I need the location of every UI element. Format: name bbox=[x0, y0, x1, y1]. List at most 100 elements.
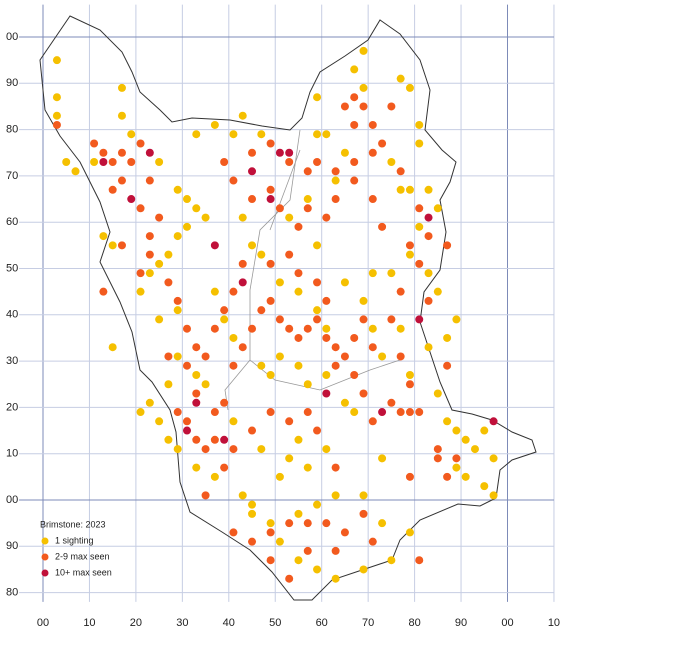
sighting-dot bbox=[322, 296, 331, 305]
sighting-dot bbox=[275, 315, 284, 324]
sighting-dot bbox=[266, 195, 275, 204]
sighting-dot bbox=[294, 361, 303, 370]
sighting-dot bbox=[313, 158, 322, 167]
sighting-dot bbox=[182, 417, 191, 426]
sighting-dot bbox=[266, 528, 275, 537]
sighting-dot bbox=[192, 130, 201, 139]
sighting-dot bbox=[210, 324, 219, 333]
sighting-dot bbox=[378, 519, 387, 528]
sighting-dot bbox=[294, 556, 303, 565]
sighting-dot bbox=[192, 398, 201, 407]
sighting-dot bbox=[136, 408, 145, 417]
sighting-dot bbox=[90, 139, 99, 148]
sighting-dot bbox=[350, 158, 359, 167]
sighting-dot bbox=[396, 167, 405, 176]
sighting-dot bbox=[248, 509, 257, 518]
sighting-dot bbox=[378, 454, 387, 463]
sighting-dot bbox=[489, 491, 498, 500]
sighting-dot bbox=[313, 306, 322, 315]
sighting-dot bbox=[108, 241, 117, 250]
sighting-dot bbox=[294, 333, 303, 342]
sighting-dot bbox=[173, 352, 182, 361]
sighting-dot bbox=[405, 472, 414, 481]
sighting-dot bbox=[405, 408, 414, 417]
sighting-dot bbox=[155, 259, 164, 268]
sighting-dot bbox=[368, 537, 377, 546]
sighting-dot bbox=[443, 241, 452, 250]
sighting-dot bbox=[303, 463, 312, 472]
sighting-dot bbox=[248, 426, 257, 435]
y-tick-label: 50 bbox=[6, 262, 18, 274]
y-tick-label: 20 bbox=[6, 401, 18, 413]
sighting-dot bbox=[340, 352, 349, 361]
sighting-dot bbox=[182, 324, 191, 333]
x-tick-label: 00 bbox=[37, 617, 49, 629]
sighting-dot bbox=[378, 352, 387, 361]
sighting-dot bbox=[396, 352, 405, 361]
legend-label: 1 sighting bbox=[55, 535, 94, 545]
sighting-dot bbox=[173, 445, 182, 454]
sighting-dot bbox=[173, 408, 182, 417]
sighting-dot bbox=[350, 408, 359, 417]
sighting-dot bbox=[220, 306, 229, 315]
sighting-dot bbox=[108, 343, 117, 352]
sighting-dot bbox=[238, 278, 247, 287]
x-tick-label: 40 bbox=[223, 617, 235, 629]
sighting-dot bbox=[340, 102, 349, 111]
sighting-dot bbox=[257, 445, 266, 454]
sighting-dot bbox=[248, 324, 257, 333]
sighting-dot bbox=[470, 445, 479, 454]
sighting-dot bbox=[405, 380, 414, 389]
sighting-dot bbox=[424, 296, 433, 305]
sighting-dot bbox=[155, 315, 164, 324]
sighting-dot bbox=[461, 472, 470, 481]
sighting-dot bbox=[182, 426, 191, 435]
sighting-dot bbox=[275, 537, 284, 546]
sighting-dot bbox=[415, 222, 424, 231]
sighting-dot bbox=[164, 352, 173, 361]
sighting-dot bbox=[396, 408, 405, 417]
sighting-dot bbox=[313, 93, 322, 102]
sighting-dot bbox=[322, 333, 331, 342]
sighting-dot bbox=[220, 463, 229, 472]
sighting-dot bbox=[350, 120, 359, 129]
sighting-dot bbox=[257, 306, 266, 315]
y-tick-label: 40 bbox=[6, 309, 18, 321]
legend-label: 10+ max seen bbox=[55, 567, 112, 577]
sighting-dot bbox=[303, 546, 312, 555]
y-tick-label: 30 bbox=[6, 355, 18, 367]
sighting-dot bbox=[220, 315, 229, 324]
sighting-dot bbox=[396, 74, 405, 83]
sighting-dot bbox=[350, 370, 359, 379]
sighting-dot bbox=[99, 158, 108, 167]
y-tick-label: 10 bbox=[6, 448, 18, 460]
sighting-dot bbox=[368, 417, 377, 426]
legend-marker bbox=[41, 569, 49, 577]
sighting-dot bbox=[331, 491, 340, 500]
sighting-dot bbox=[136, 287, 145, 296]
y-tick-label: 60 bbox=[6, 216, 18, 228]
sighting-dot bbox=[378, 222, 387, 231]
sighting-dot bbox=[155, 417, 164, 426]
sighting-dot bbox=[238, 343, 247, 352]
sighting-dot bbox=[155, 158, 164, 167]
sighting-dot bbox=[248, 148, 257, 157]
sighting-dot bbox=[266, 139, 275, 148]
sighting-dot bbox=[164, 250, 173, 259]
sighting-dot bbox=[387, 315, 396, 324]
sighting-dot bbox=[405, 528, 414, 537]
sighting-dot bbox=[405, 241, 414, 250]
x-tick-label: 10 bbox=[83, 617, 95, 629]
sighting-dot bbox=[368, 324, 377, 333]
sighting-dot bbox=[201, 213, 210, 222]
sighting-dot bbox=[340, 278, 349, 287]
sighting-dot bbox=[238, 491, 247, 500]
sighting-dot bbox=[117, 241, 126, 250]
legend: Brimstone: 2023 1 sighting 2-9 max seen 10… bbox=[40, 519, 112, 577]
sighting-dot bbox=[359, 509, 368, 518]
sighting-dot bbox=[173, 306, 182, 315]
sighting-dot bbox=[368, 269, 377, 278]
sighting-dot bbox=[433, 389, 442, 398]
sighting-dot bbox=[313, 426, 322, 435]
